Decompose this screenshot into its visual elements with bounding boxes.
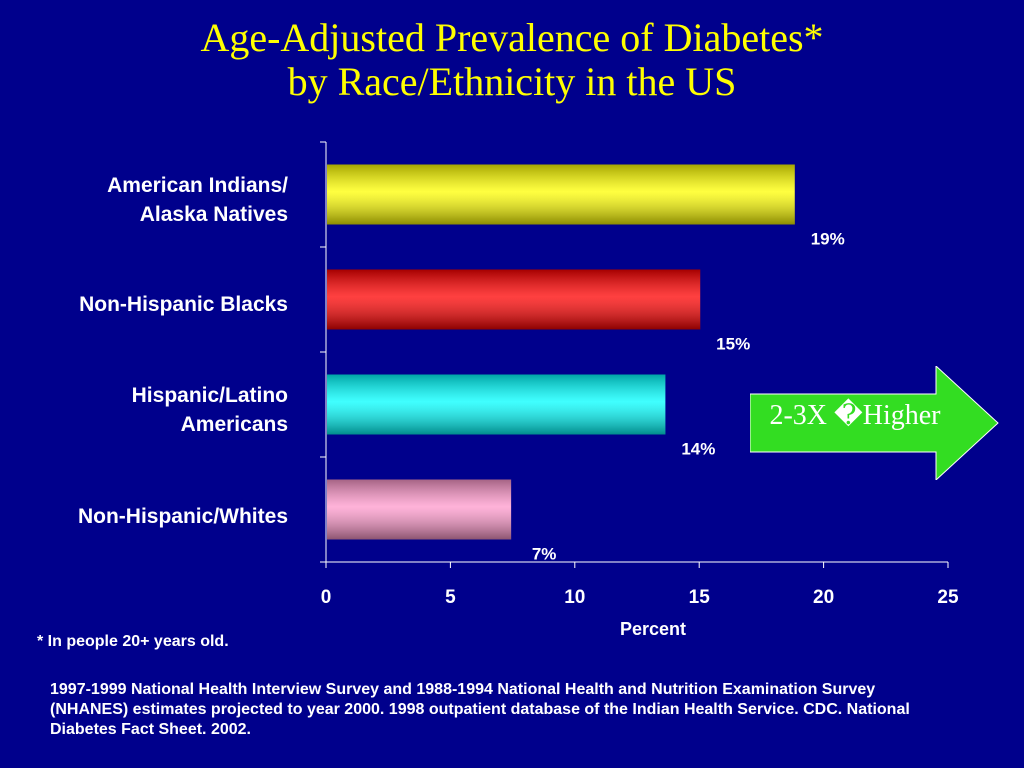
callout-arrow: 2-3X �Higher bbox=[750, 366, 1000, 480]
value-label: 14% bbox=[681, 440, 715, 459]
value-label: 19% bbox=[811, 230, 845, 249]
x-tick-label: 20 bbox=[813, 587, 834, 608]
value-label: 15% bbox=[716, 335, 750, 354]
category-label-hispanic-latino: Hispanic/Latino Americans bbox=[0, 381, 288, 439]
source-citation: 1997-1999 National Health Interview Surv… bbox=[50, 680, 930, 740]
bar-shading bbox=[327, 270, 700, 330]
x-tick-label: 15 bbox=[689, 587, 711, 608]
x-tick-labels: 0 5 10 15 20 25 bbox=[321, 587, 959, 608]
x-axis-label: Percent bbox=[620, 619, 686, 639]
category-label-american-indians: American Indians/ Alaska Natives bbox=[0, 171, 288, 229]
x-tick-label: 10 bbox=[564, 587, 585, 608]
value-label: 7% bbox=[532, 545, 557, 564]
footnote: * In people 20+ years old. bbox=[37, 633, 229, 651]
category-label-non-hispanic-blacks: Non-Hispanic Blacks bbox=[0, 290, 288, 319]
callout-label: 2-3X �Higher bbox=[750, 398, 960, 432]
bar-shading bbox=[327, 375, 665, 435]
x-tick-label: 0 bbox=[321, 587, 332, 608]
category-label-non-hispanic-whites: Non-Hispanic/Whites bbox=[0, 502, 288, 531]
x-tick-label: 25 bbox=[937, 587, 959, 608]
bar-shading bbox=[327, 165, 795, 225]
bar-shading bbox=[327, 480, 511, 540]
x-tick-label: 5 bbox=[445, 587, 456, 608]
